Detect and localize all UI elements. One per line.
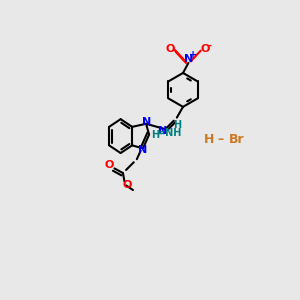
Text: O: O bbox=[201, 44, 210, 54]
Text: N: N bbox=[158, 126, 168, 136]
Text: H: H bbox=[173, 120, 181, 130]
Text: -: - bbox=[208, 41, 212, 51]
Text: N: N bbox=[138, 145, 147, 155]
Text: O: O bbox=[165, 44, 175, 54]
Text: N: N bbox=[184, 54, 193, 64]
Text: +: + bbox=[189, 50, 197, 60]
Text: N: N bbox=[142, 117, 152, 127]
Text: Br: Br bbox=[228, 134, 244, 146]
Text: O: O bbox=[123, 180, 132, 190]
Text: O: O bbox=[104, 160, 114, 170]
Text: H: H bbox=[151, 130, 159, 140]
Text: –: – bbox=[218, 134, 224, 146]
Text: H: H bbox=[203, 134, 214, 146]
Text: =NH: =NH bbox=[157, 128, 181, 138]
